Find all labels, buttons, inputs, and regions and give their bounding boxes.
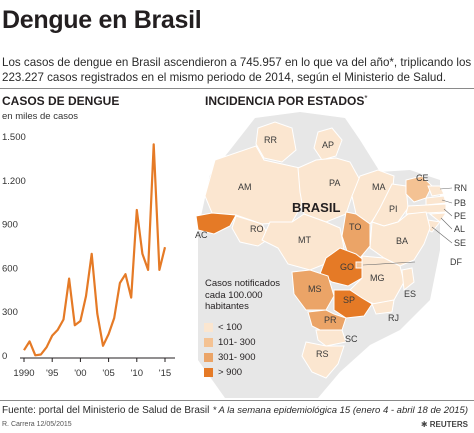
page-title: Dengue en Brasil [2, 6, 202, 34]
y-tick-label: 1.200 [2, 176, 26, 187]
label-es: ES [404, 289, 416, 299]
map-title: INCIDENCIA POR ESTADOS* [205, 94, 367, 108]
map-title-text: INCIDENCIA POR ESTADOS [205, 94, 365, 108]
y-axis-ticks: 0 300 600 900 1.200 1.500 [2, 132, 26, 362]
section-divider [0, 88, 474, 89]
state-ro [231, 215, 271, 247]
label-pr: PR [324, 315, 337, 325]
label-pe: PE [454, 211, 466, 221]
source-note: Fuente: portal del Ministerio de Salud d… [2, 405, 210, 416]
legend-item-301-900: 301- 900 [204, 352, 256, 363]
country-label: BRASIL [292, 200, 340, 215]
label-rj: RJ [388, 313, 399, 323]
legend-label-lt100: < 100 [218, 322, 243, 333]
leader-lines [362, 187, 453, 266]
brazil-map: RR AP AM PA MA CE PI AC RO TO BA MT GO D… [195, 112, 467, 398]
legend-title: Casos notificados cada 100.000 habitante… [205, 278, 280, 312]
state-es [401, 267, 415, 291]
state-al [428, 212, 447, 223]
series-line [23, 143, 167, 357]
y-tick-label: 300 [2, 307, 18, 318]
footer-divider [0, 400, 474, 401]
credit-line: R. Carrera 12/05/2015 [2, 421, 72, 428]
y-tick-label: 1.500 [2, 132, 26, 143]
y-tick-label: 0 [2, 351, 7, 362]
line-chart: 0 300 600 900 1.200 1.500 1990 '95 '00 '05 '10 '15 [2, 132, 175, 379]
y-tick-label: 900 [2, 220, 18, 231]
state-ms [291, 269, 335, 311]
state-labels: RR AP AM PA MA CE PI AC RO TO BA MT GO D… [195, 135, 467, 359]
legend-label-gt900: > 900 [218, 367, 243, 378]
state-rn [427, 185, 445, 197]
label-go: GO [340, 262, 354, 272]
x-tick-label: 1990 [13, 368, 34, 379]
state-rr [255, 121, 297, 163]
state-ac [195, 212, 237, 235]
state-sc [315, 329, 347, 347]
label-rn: RN [454, 183, 467, 193]
label-rs: RS [316, 349, 329, 359]
y-tick-label: 600 [2, 263, 18, 274]
state-ba [369, 211, 431, 267]
x-axis-ticks: 1990 '95 '00 '05 '10 '15 [13, 358, 171, 379]
label-pa: PA [329, 178, 340, 188]
line-chart-unit: en miles de casos [2, 111, 79, 122]
label-sp: SP [343, 295, 355, 305]
legend-item-101-300: 101- 300 [204, 337, 256, 348]
label-to: TO [349, 222, 361, 232]
map-title-mark: * [364, 94, 368, 103]
state-rj [371, 299, 395, 315]
x-tick-label: '05 [102, 368, 114, 379]
state-sp [333, 289, 373, 319]
x-tick-label: '15 [159, 368, 171, 379]
state-to [341, 211, 371, 259]
x-tick-label: '95 [46, 368, 58, 379]
legend-swatch-301-900 [204, 353, 213, 362]
label-ce: CE [416, 173, 429, 183]
label-ma: MA [372, 182, 386, 192]
state-pe [405, 203, 447, 215]
reuters-logo: ✱ REUTERS [420, 420, 468, 429]
legend-swatch-gt900 [204, 368, 213, 377]
legend-item-lt100: < 100 [204, 322, 242, 333]
label-al: AL [454, 224, 465, 234]
label-pb: PB [454, 198, 466, 208]
state-ap [313, 127, 343, 161]
x-tick-label: '00 [74, 368, 86, 379]
label-se: SE [454, 238, 466, 248]
line-chart-title: CASOS DE DENGUE [2, 94, 120, 108]
label-ms: MS [308, 284, 322, 294]
label-am: AM [238, 182, 252, 192]
legend-label-101-300: 101- 300 [218, 337, 256, 348]
state-pr [307, 309, 347, 333]
state-rs [301, 341, 345, 379]
footnote: * A la semana epidemiológica 15 (enero 4… [212, 405, 468, 416]
legend-swatch-101-300 [204, 338, 213, 347]
label-mt: MT [298, 235, 311, 245]
label-ac: AC [195, 230, 208, 240]
legend-swatch-lt100 [204, 323, 213, 332]
reuters-brand: REUTERS [429, 420, 468, 429]
label-df: DF [450, 257, 462, 267]
label-sc: SC [345, 334, 358, 344]
label-rr: RR [264, 135, 277, 145]
label-ro: RO [250, 224, 264, 234]
state-am [204, 145, 303, 225]
x-tick-label: '10 [131, 368, 143, 379]
label-ba: BA [396, 236, 408, 246]
state-pb [425, 195, 447, 206]
label-mg: MG [370, 273, 385, 283]
legend-item-gt900: > 900 [204, 367, 242, 378]
label-ap: AP [322, 140, 334, 150]
label-pi: PI [389, 204, 398, 214]
page-subtitle: Los casos de dengue en Brasil ascendiero… [2, 56, 472, 84]
legend-label-301-900: 301- 900 [218, 352, 256, 363]
